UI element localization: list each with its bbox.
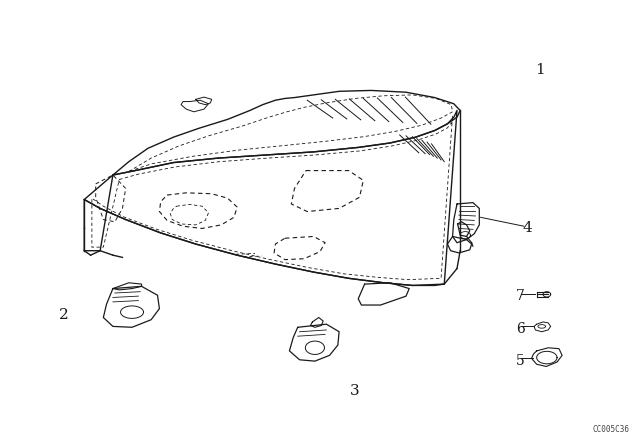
- Text: 2: 2: [59, 308, 68, 322]
- Text: 5: 5: [516, 354, 525, 368]
- Text: 1: 1: [535, 64, 545, 78]
- Text: 7: 7: [516, 289, 525, 303]
- Text: 6: 6: [516, 322, 525, 336]
- Text: CC005C36: CC005C36: [592, 425, 629, 434]
- Text: 4: 4: [522, 221, 532, 236]
- Text: 3: 3: [350, 384, 360, 398]
